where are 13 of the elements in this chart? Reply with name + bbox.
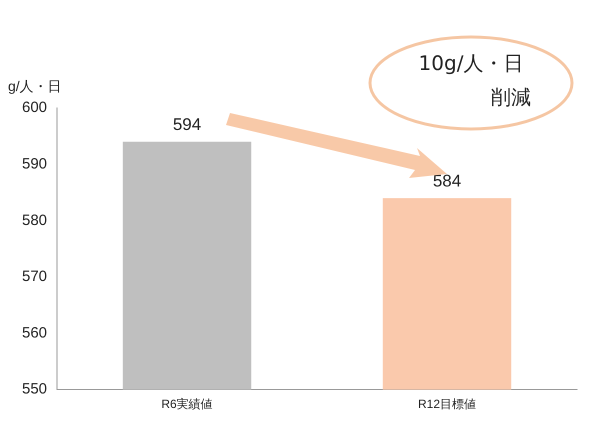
data-label: 594 [172, 114, 202, 134]
y-tick-label: 580 [22, 212, 48, 229]
y-tick-label: 570 [22, 268, 48, 286]
y-tick-label: 600 [22, 99, 48, 116]
y-tick-label: 590 [22, 155, 48, 172]
x-tick-label: R12目標値 [418, 397, 476, 412]
y-axis-title: g/人・日 [8, 78, 62, 94]
text: 10g/人・日 [418, 50, 524, 77]
annotation: 削減 [490, 84, 532, 111]
y-tick-label: 560 [22, 324, 48, 342]
y-tick-label: 550 [22, 380, 48, 398]
data-label: 584 [432, 171, 462, 190]
x-tick-label: R6実績値 [161, 397, 213, 412]
